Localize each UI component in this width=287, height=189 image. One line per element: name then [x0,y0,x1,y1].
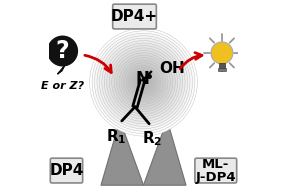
Circle shape [94,33,193,131]
Circle shape [141,80,146,85]
Text: DP4: DP4 [49,163,84,178]
Circle shape [90,28,197,136]
Circle shape [99,38,188,126]
FancyBboxPatch shape [113,4,156,29]
Text: N: N [136,70,150,88]
Text: DP4+: DP4+ [111,9,158,24]
Circle shape [124,63,163,102]
Circle shape [121,60,166,104]
Text: $\mathbf{R_2}$: $\mathbf{R_2}$ [142,129,162,148]
Circle shape [134,72,153,92]
Text: E or Z?: E or Z? [41,81,84,91]
Text: $\mathbf{R_1}$: $\mathbf{R_1}$ [106,128,126,146]
Circle shape [129,67,158,97]
FancyArrowPatch shape [85,55,111,72]
Polygon shape [101,120,144,185]
Circle shape [139,77,148,87]
Text: ?: ? [56,39,69,63]
Circle shape [119,58,168,107]
Circle shape [109,48,178,116]
Polygon shape [144,120,186,185]
Circle shape [47,36,78,67]
Circle shape [114,53,173,112]
FancyBboxPatch shape [50,158,83,183]
Circle shape [211,42,233,64]
Circle shape [104,43,183,121]
Circle shape [126,65,161,99]
Text: OH: OH [160,61,185,77]
FancyBboxPatch shape [219,63,225,69]
Circle shape [112,50,175,114]
Circle shape [107,46,180,119]
FancyBboxPatch shape [218,68,226,71]
Circle shape [131,70,156,94]
Polygon shape [57,66,65,74]
Circle shape [102,41,185,124]
FancyArrowPatch shape [180,53,202,69]
Text: ML-
J-DP4: ML- J-DP4 [195,158,236,184]
Circle shape [97,36,190,129]
Circle shape [117,55,170,109]
Circle shape [92,31,195,134]
Circle shape [136,75,151,90]
FancyBboxPatch shape [195,158,237,183]
